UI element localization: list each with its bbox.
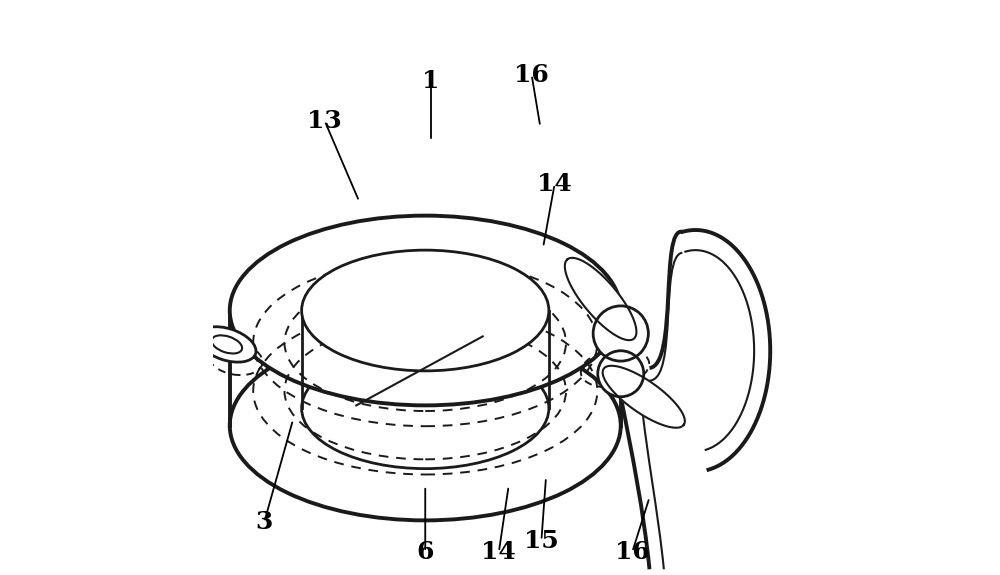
Text: 16: 16 [615,540,650,564]
Polygon shape [603,366,685,428]
Ellipse shape [212,335,242,354]
Circle shape [593,306,648,361]
Circle shape [598,351,644,397]
Ellipse shape [302,348,549,469]
Text: 14: 14 [537,172,572,196]
Ellipse shape [302,250,549,371]
Text: 15: 15 [524,528,559,553]
Text: 13: 13 [307,109,342,133]
Ellipse shape [230,216,621,405]
Ellipse shape [198,327,256,362]
Text: 3: 3 [256,510,273,534]
Ellipse shape [230,331,621,520]
Polygon shape [565,258,636,340]
Text: 1: 1 [422,68,440,93]
Text: 16: 16 [514,63,549,87]
Text: 14: 14 [481,540,516,564]
Text: 6: 6 [417,540,434,564]
